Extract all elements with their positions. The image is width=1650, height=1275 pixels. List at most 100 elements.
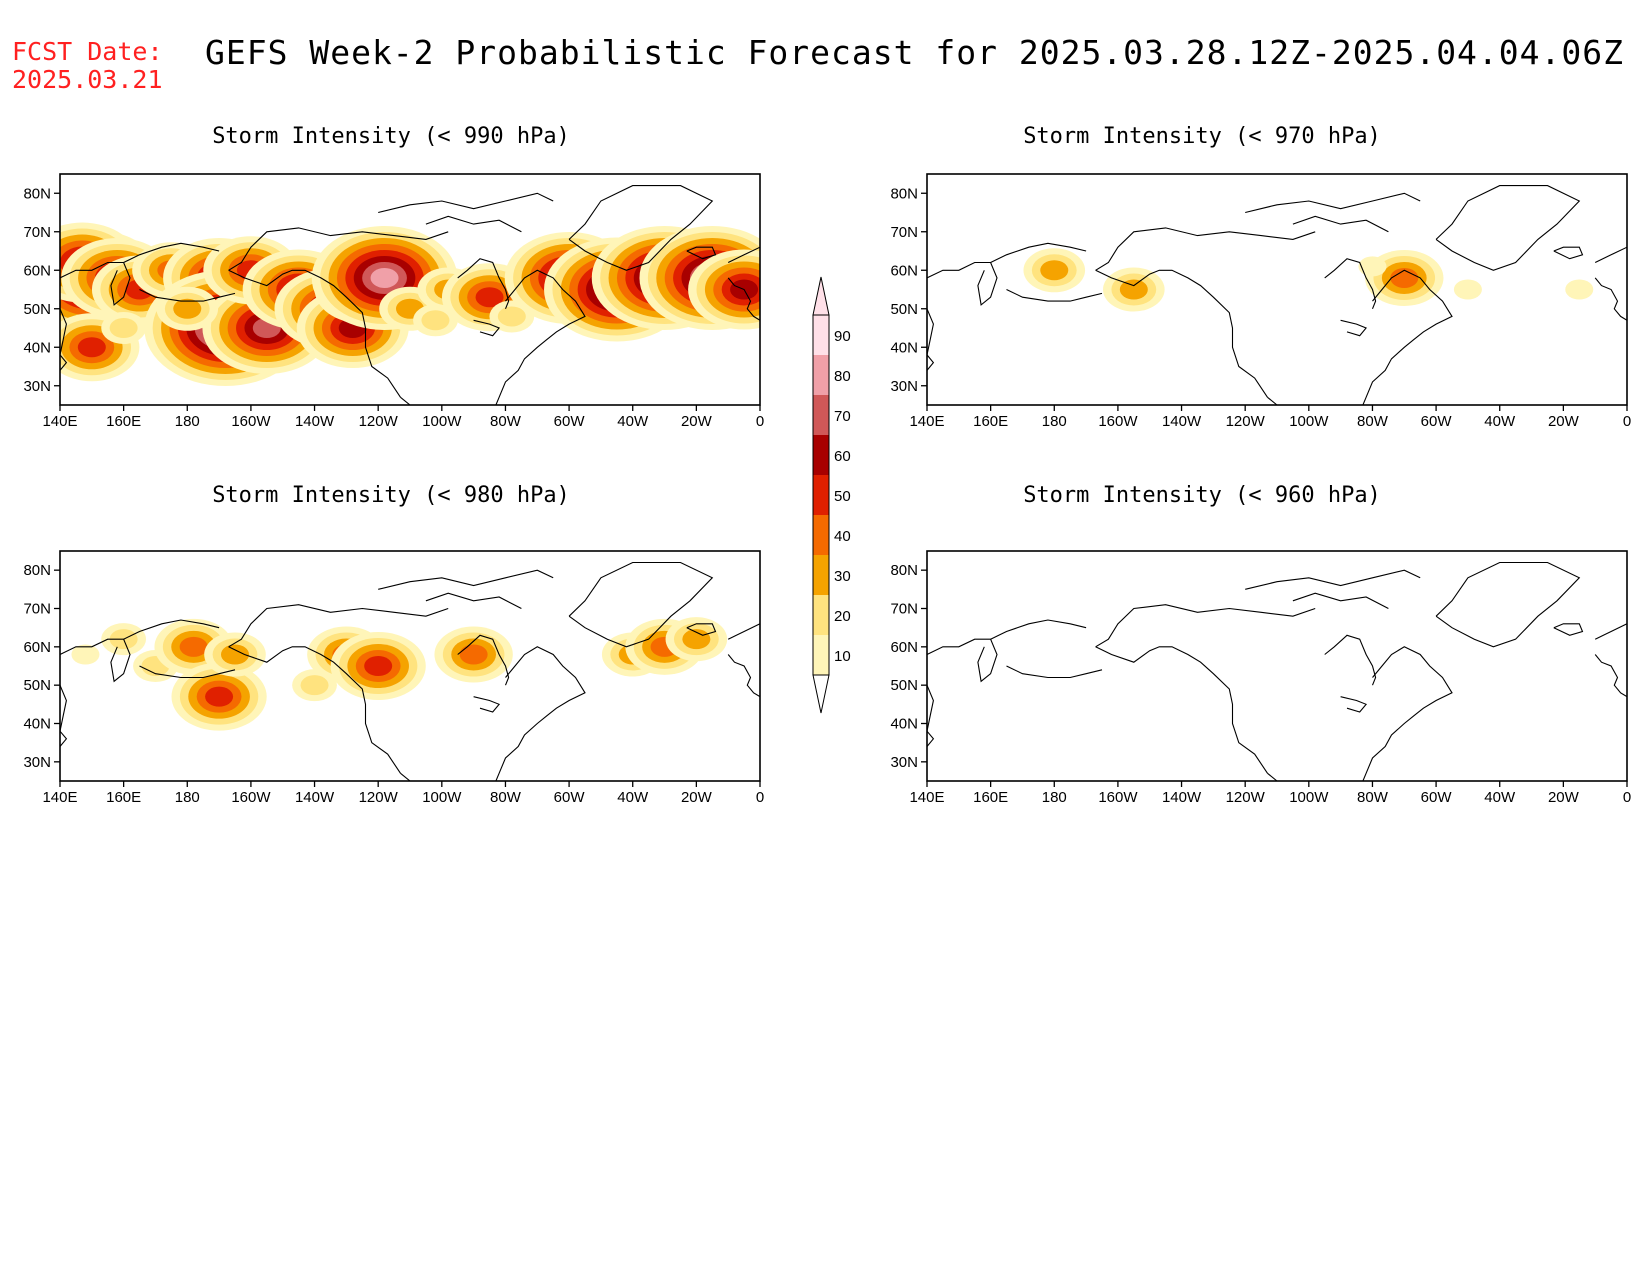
- probability-cell: [497, 306, 526, 327]
- colorbar-label: 20: [834, 608, 851, 625]
- lon-tick-label: 160W: [231, 789, 271, 806]
- coastline: [378, 192, 554, 214]
- probability-cell: [1040, 260, 1069, 281]
- lat-tick-label: 50N: [23, 677, 51, 694]
- map-frame: [59, 173, 761, 406]
- probability-cell: [1565, 279, 1594, 300]
- coastline: [123, 242, 220, 263]
- colorbar-segment: [813, 435, 829, 475]
- coastline: [727, 623, 760, 640]
- coastline: [1594, 277, 1627, 321]
- colorbar-label: 40: [834, 528, 851, 545]
- colorbar-segment: [813, 475, 829, 515]
- map-panel-p980: 80N 70N 60N 50N 40N 30N 140E 160E 180 160W 140W 120…: [23, 550, 764, 806]
- colorbar-segment: [813, 595, 829, 635]
- lat-tick-label: 40N: [890, 716, 918, 733]
- lat-tick-label: 70N: [890, 601, 918, 618]
- lat-tick-label: 30N: [23, 378, 51, 395]
- lat-tick-label: 50N: [890, 677, 918, 694]
- lon-tick-label: 100W: [1289, 413, 1329, 430]
- coastline: [1324, 634, 1377, 686]
- lat-tick-label: 60N: [890, 639, 918, 656]
- panel-title-990: Storm Intensity (< 990 hPa): [212, 124, 570, 149]
- lon-tick-label: 100W: [422, 413, 462, 430]
- lon-tick-label: 140E: [909, 789, 944, 806]
- colorbar-segment: [813, 515, 829, 555]
- coastline: [60, 684, 68, 747]
- lon-tick-label: 40W: [1484, 789, 1516, 806]
- coastline: [378, 569, 554, 590]
- coastline: [400, 772, 411, 781]
- map-panel-p970: 80N 70N 60N 50N 40N 30N 140E 160E 180 160W 140W 120…: [890, 173, 1631, 430]
- coastline: [727, 277, 760, 321]
- lat-tick-label: 50N: [23, 301, 51, 318]
- coastline: [727, 246, 760, 263]
- coastline: [1435, 185, 1581, 271]
- lon-tick-label: 80W: [490, 789, 522, 806]
- colorbar-label: 60: [834, 448, 851, 465]
- lon-tick-label: 60W: [554, 413, 586, 430]
- lat-tick-label: 30N: [890, 754, 918, 771]
- probability-cell: [173, 298, 202, 319]
- coastline: [60, 261, 131, 306]
- lon-tick-label: 0: [1623, 413, 1631, 430]
- fcst-label: FCST Date:: [12, 37, 163, 66]
- coastline: [1594, 623, 1627, 640]
- coastline: [1362, 646, 1453, 781]
- coastline: [425, 215, 522, 233]
- lat-tick-label: 40N: [890, 339, 918, 356]
- probability-cell: [459, 644, 488, 665]
- probability-cell: [221, 644, 249, 665]
- map-frame: [59, 550, 761, 782]
- coastline: [473, 319, 501, 337]
- lon-tick-label: 160W: [1098, 413, 1138, 430]
- map-panel-p990: 80N 70N 60N 50N 40N 30N 140E 160E 180 160W 140W 120…: [23, 173, 764, 430]
- figure-title: GEFS Week-2 Probabilistic Forecast for 2…: [205, 33, 1625, 72]
- lat-tick-label: 60N: [23, 639, 51, 656]
- lon-tick-label: 0: [756, 789, 764, 806]
- probability-cell: [370, 267, 399, 288]
- lon-tick-label: 0: [756, 413, 764, 430]
- coastline: [495, 269, 586, 405]
- coastline: [568, 561, 714, 648]
- colorbar-label: 80: [834, 368, 851, 385]
- coastline: [927, 261, 998, 306]
- lon-tick-label: 160W: [1098, 789, 1138, 806]
- probability-cell: [682, 629, 711, 650]
- lon-tick-label: 40W: [1484, 413, 1516, 430]
- forecast-date-label: FCST Date: 2025.03.21: [12, 38, 163, 94]
- coastline: [1324, 258, 1377, 310]
- coastline: [568, 185, 714, 271]
- coastline: [1245, 569, 1421, 590]
- coastline: [1095, 646, 1268, 774]
- coastline: [1095, 604, 1316, 648]
- coastline: [1340, 319, 1368, 337]
- coastline: [1006, 289, 1103, 302]
- lon-tick-label: 160E: [973, 789, 1008, 806]
- lon-tick-label: 140W: [1162, 789, 1202, 806]
- lon-tick-label: 140W: [1162, 413, 1202, 430]
- lat-tick-label: 80N: [23, 562, 51, 579]
- lon-tick-label: 180: [1042, 413, 1067, 430]
- coastline: [1267, 396, 1278, 405]
- lon-tick-label: 20W: [1548, 789, 1580, 806]
- lon-tick-label: 20W: [681, 413, 713, 430]
- coastline: [457, 258, 510, 310]
- colorbar-segment: [813, 315, 829, 355]
- fcst-date: 2025.03.21: [12, 65, 163, 94]
- lat-tick-label: 30N: [890, 378, 918, 395]
- coastline: [228, 269, 401, 398]
- probability-cell: [1390, 267, 1419, 288]
- coastline: [927, 684, 935, 747]
- colorbar-label: 50: [834, 488, 851, 505]
- panel-title-980: Storm Intensity (< 980 hPa): [212, 483, 570, 508]
- coastline: [990, 619, 1087, 640]
- lon-tick-label: 160E: [106, 413, 141, 430]
- lon-tick-label: 160E: [106, 789, 141, 806]
- lon-tick-label: 140E: [42, 789, 77, 806]
- lon-tick-label: 60W: [554, 789, 586, 806]
- lat-tick-label: 30N: [23, 754, 51, 771]
- lon-tick-label: 80W: [1357, 789, 1389, 806]
- coastline: [457, 634, 510, 686]
